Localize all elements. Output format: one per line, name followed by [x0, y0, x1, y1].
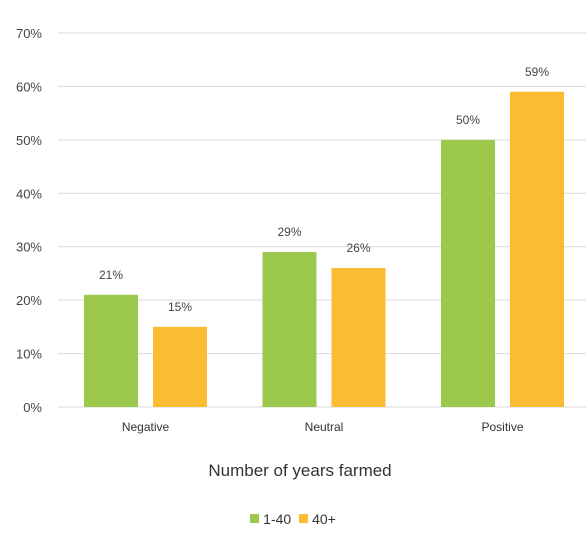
x-axis-ticks: Negative Neutral Positive: [122, 420, 524, 434]
bar-data-labels: 21% 15% 29% 26% 50% 59%: [99, 65, 549, 314]
y-axis-ticks: 0% 10% 20% 30% 40% 50% 60% 70%: [16, 26, 42, 415]
x-tick-label: Positive: [481, 420, 523, 434]
bar-1-40-negative: [84, 294, 138, 407]
y-tick-label: 30%: [16, 240, 42, 255]
x-axis-label: Number of years farmed: [208, 461, 391, 480]
bar-40+-negative: [153, 326, 207, 407]
bar-40+-neutral: [331, 268, 386, 407]
x-tick-label: Neutral: [305, 420, 344, 434]
gridlines: [58, 32, 586, 408]
y-tick-label: 50%: [16, 133, 42, 148]
bar-data-label: 21%: [99, 268, 123, 282]
y-tick-label: 0%: [23, 400, 42, 415]
y-tick-label: 70%: [16, 26, 42, 41]
legend-item-40-plus: 40+: [299, 511, 336, 527]
bar-40+-positive: [510, 91, 564, 408]
bar-data-label: 59%: [525, 65, 549, 79]
bar-data-label: 29%: [277, 225, 301, 239]
y-tick-label: 60%: [16, 79, 42, 94]
legend-swatch: [250, 514, 260, 523]
bar-1-40-neutral: [262, 252, 317, 407]
legend-swatch: [299, 514, 309, 523]
y-tick-label: 10%: [16, 347, 42, 362]
legend: 1-40 40+: [0, 510, 586, 527]
legend-item-1-40: 1-40: [250, 511, 291, 527]
bar-data-label: 15%: [168, 300, 192, 314]
bar-data-label: 26%: [346, 241, 370, 255]
x-tick-label: Negative: [122, 420, 170, 434]
y-tick-label: 20%: [16, 293, 42, 308]
y-tick-label: 40%: [16, 186, 42, 201]
bar-1-40-positive: [441, 139, 495, 407]
legend-label: 40+: [312, 510, 336, 527]
legend-label: 1-40: [263, 510, 292, 527]
bars: [84, 91, 564, 408]
bar-data-label: 50%: [456, 113, 480, 127]
